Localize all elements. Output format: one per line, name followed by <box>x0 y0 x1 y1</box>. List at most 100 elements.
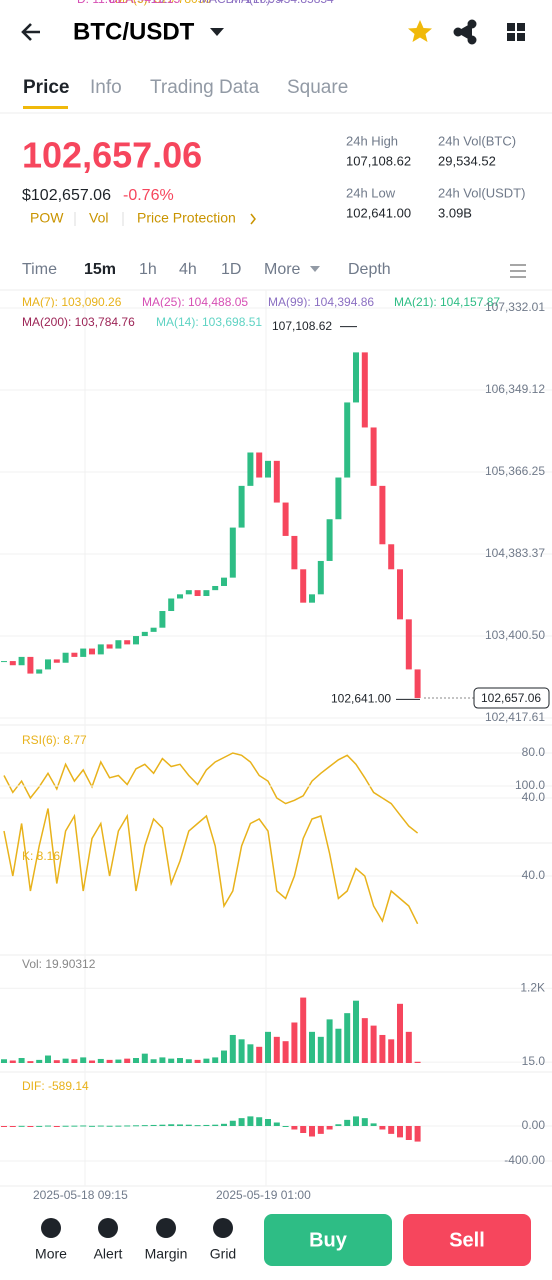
tab[interactable]: Price <box>23 77 69 98</box>
bar <box>53 1060 60 1063</box>
interval[interactable]: Time <box>22 261 57 278</box>
tab[interactable]: Square <box>287 77 348 98</box>
bar <box>397 1126 403 1138</box>
bar <box>133 1058 139 1063</box>
stat-value: 3.09B <box>438 205 472 220</box>
legend: MA(7): 103,090.26 <box>22 295 122 309</box>
bar <box>1 1059 7 1063</box>
bar <box>388 1039 395 1063</box>
bar <box>309 1031 315 1063</box>
bar <box>300 1126 307 1133</box>
candle <box>89 648 95 655</box>
sell-button[interactable] <box>403 1214 531 1266</box>
y-tick-label: 105,366.25 <box>485 464 545 478</box>
legend: MACD: -177.99 <box>199 0 282 6</box>
bar <box>150 1124 157 1126</box>
bar <box>256 1117 263 1126</box>
y-tick-label: 1.2K <box>520 980 545 994</box>
pair[interactable]: BTC/USDT <box>73 18 195 45</box>
chevron <box>250 213 256 225</box>
bar <box>159 1057 166 1063</box>
candle <box>273 460 280 503</box>
legend: K: 8.16 <box>22 849 60 863</box>
candle <box>282 502 289 536</box>
interval[interactable]: 15m <box>84 261 116 278</box>
bar <box>344 1119 351 1126</box>
button-label: Buy <box>309 1229 348 1251</box>
bar <box>221 1050 227 1063</box>
candle <box>379 485 386 545</box>
bar <box>106 1059 113 1063</box>
legend: DIF: -589.14 <box>22 1079 89 1093</box>
bar <box>335 1028 342 1063</box>
bar <box>229 1120 236 1126</box>
high-label: 107,108.62 <box>272 319 332 333</box>
bar <box>9 1060 16 1063</box>
candle <box>203 590 210 596</box>
back-icon[interactable] <box>21 23 40 41</box>
menu-icon[interactable] <box>507 23 525 41</box>
bar <box>265 1119 271 1126</box>
bar <box>379 1034 386 1063</box>
more-caret <box>310 266 320 272</box>
legend: MA(200): 103,784.76 <box>22 315 135 329</box>
bar <box>80 1057 87 1063</box>
settings-icon[interactable] <box>510 264 526 278</box>
candle <box>36 669 43 674</box>
nav-icon[interactable] <box>213 1218 233 1238</box>
y-tick-label: 102,417.61 <box>485 710 545 724</box>
candle <box>18 656 25 666</box>
bar <box>256 1046 263 1063</box>
nav-icon[interactable] <box>156 1218 176 1238</box>
legend: RSI(6): 8.77 <box>22 733 87 747</box>
share-icon[interactable] <box>453 19 477 45</box>
interval[interactable]: Depth <box>348 261 391 278</box>
interval[interactable]: 1h <box>139 261 157 278</box>
candle <box>405 619 412 670</box>
indicator-line <box>3 808 419 925</box>
bar <box>177 1124 183 1126</box>
bar <box>291 1022 298 1063</box>
candle <box>317 560 324 595</box>
bar <box>229 1034 236 1063</box>
tab[interactable]: Info <box>90 77 122 98</box>
bar <box>397 1003 403 1063</box>
bar <box>62 1125 69 1127</box>
bar <box>27 1061 34 1063</box>
buy-button[interactable] <box>264 1214 392 1266</box>
bar <box>273 1122 280 1126</box>
tag: POW <box>30 210 64 226</box>
nav-icon[interactable] <box>41 1218 61 1238</box>
bar <box>45 1055 51 1063</box>
legend: MA(14): 103,698.51 <box>156 315 262 329</box>
bar <box>379 1126 386 1130</box>
nav-icon[interactable] <box>98 1218 118 1238</box>
legend: DEA: -411.15 <box>109 0 180 6</box>
bar <box>168 1124 175 1126</box>
interval[interactable]: 4h <box>179 261 197 278</box>
interval[interactable]: 1D <box>221 261 241 278</box>
bar <box>353 1116 359 1126</box>
nav-label: More <box>35 1246 67 1262</box>
bar <box>150 1059 157 1063</box>
bar <box>133 1125 139 1127</box>
candle <box>177 594 183 599</box>
stat-label: 24h High <box>346 133 398 148</box>
bar <box>194 1059 201 1063</box>
bar <box>361 1018 368 1063</box>
bar <box>115 1059 122 1063</box>
legend: J: 1.27 <box>138 0 174 6</box>
bar <box>361 1118 368 1126</box>
tab[interactable]: Trading Data <box>150 77 260 98</box>
candle <box>106 644 113 649</box>
button-label: Sell <box>449 1229 485 1251</box>
bar <box>45 1125 51 1127</box>
candle <box>194 590 201 596</box>
star-icon[interactable] <box>408 20 432 42</box>
y-tick-label: 40.0 <box>522 790 546 804</box>
interval[interactable]: More <box>264 261 301 278</box>
bar <box>265 1031 271 1063</box>
candle <box>361 352 368 428</box>
bar <box>124 1125 131 1127</box>
